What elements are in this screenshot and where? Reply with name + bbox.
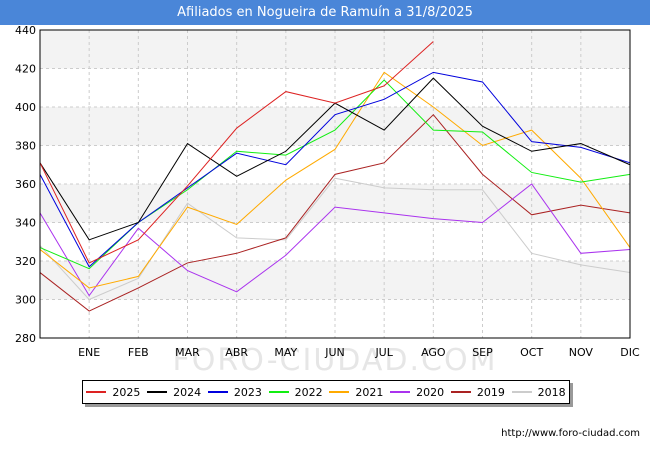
x-tick-label: FEB: [128, 346, 149, 359]
legend-label: 2021: [355, 385, 384, 399]
legend-label: 2020: [416, 385, 445, 399]
legend-item-2024: 2024: [147, 386, 201, 399]
x-tick-label: NOV: [569, 346, 594, 359]
axis-labels: 280 300 320 340 360 380 400 420 440 ENE FEB MAR ABR M…: [15, 25, 640, 359]
legend-label: 2025: [112, 385, 141, 399]
legend-label: 2018: [537, 385, 566, 399]
line-chart: FORO-CIUDAD.COM 280 300 320 340 360 380 400 420…: [15, 25, 640, 375]
y-tick-label: 380: [15, 140, 36, 153]
x-tick-label: DIC: [620, 346, 640, 359]
legend-swatch: [329, 391, 350, 393]
legend-label: 2019: [476, 385, 505, 399]
legend-label: 2022: [294, 385, 323, 399]
legend-label: 2023: [233, 385, 262, 399]
y-tick-label: 420: [15, 63, 36, 76]
y-tick-label: 300: [15, 294, 36, 307]
x-tick-label: MAR: [175, 346, 200, 359]
legend-item-2022: 2022: [268, 385, 323, 399]
x-tick-label: MAY: [274, 346, 297, 359]
legend-swatch: [207, 391, 228, 393]
series-line-2018: [39, 177, 631, 301]
y-tick-label: 320: [15, 255, 36, 268]
x-tick-label: JUL: [374, 346, 393, 359]
legend-swatch: [450, 391, 471, 393]
series-line-2025: [39, 41, 434, 264]
watermark: FORO-CIUDAD.COM: [173, 343, 498, 375]
legend-item-2025: 2025: [86, 386, 140, 399]
y-tick-label: 400: [15, 101, 36, 114]
x-tick-label: ENE: [78, 346, 100, 359]
x-tick-label: SEP: [472, 346, 493, 359]
legend-swatch: [511, 391, 532, 393]
y-tick-label: 440: [15, 25, 36, 37]
series-lines: [39, 41, 631, 312]
footer-url: http://www.foro-ciudad.com: [501, 428, 640, 439]
y-tick-label: 360: [15, 178, 36, 191]
legend: 2025 2024 2023 2022 2021 2020 2019 2018: [82, 380, 570, 404]
plot-band: [40, 261, 630, 300]
legend-item-2018: 2018: [511, 385, 566, 399]
legend-item-2019: 2019: [450, 385, 505, 399]
plot-frame: [39, 29, 631, 339]
x-tick-label: ABR: [225, 346, 248, 359]
legend-swatch: [86, 391, 107, 393]
legend-item-2020: 2020: [390, 386, 444, 399]
legend-item-2021: 2021: [329, 386, 383, 399]
x-tick-label: JUN: [324, 346, 345, 359]
x-tick-label: AGO: [421, 346, 446, 359]
legend-swatch: [147, 391, 168, 393]
y-tick-label: 280: [15, 332, 36, 345]
chart-title: Afiliados en Nogueira de Ramuín a 31/8/2…: [0, 0, 650, 25]
legend-swatch: [268, 391, 289, 393]
series-line-2021: [39, 71, 631, 289]
legend-item-2023: 2023: [207, 385, 262, 399]
legend-swatch: [390, 391, 411, 393]
series-line-2019: [39, 113, 631, 312]
legend-label: 2024: [173, 385, 202, 399]
series-line-2020: [39, 183, 631, 297]
x-tick-label: OCT: [520, 346, 543, 359]
watermark-text: FORO-CIUDAD.COM: [173, 343, 498, 375]
y-tick-label: 340: [15, 217, 36, 230]
